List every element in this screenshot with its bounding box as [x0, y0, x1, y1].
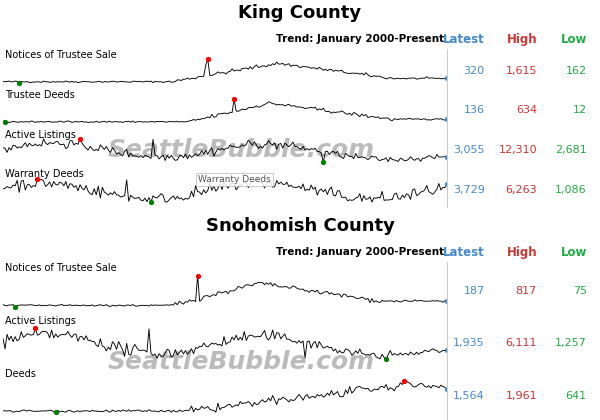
Text: 2,681: 2,681 [555, 145, 587, 155]
Text: Latest: Latest [443, 246, 485, 259]
Text: 1,615: 1,615 [505, 66, 537, 76]
Text: High: High [506, 246, 537, 259]
Text: 1,257: 1,257 [555, 339, 587, 349]
Text: Low: Low [560, 246, 587, 259]
Text: Notices of Trustee Sale: Notices of Trustee Sale [5, 50, 117, 60]
Text: 136: 136 [464, 105, 485, 116]
Text: Notices of Trustee Sale: Notices of Trustee Sale [5, 263, 117, 273]
Text: 817: 817 [516, 286, 537, 296]
Text: Latest: Latest [443, 33, 485, 46]
Text: King County: King County [238, 4, 362, 22]
Text: Active Listings: Active Listings [5, 129, 76, 139]
Text: 187: 187 [464, 286, 485, 296]
Text: 75: 75 [572, 286, 587, 296]
Text: 12,310: 12,310 [499, 145, 537, 155]
Text: Warranty Deeds: Warranty Deeds [199, 175, 271, 184]
Text: Snohomish County: Snohomish County [206, 217, 394, 235]
Text: 1,564: 1,564 [453, 391, 485, 401]
Text: 6,263: 6,263 [505, 185, 537, 195]
Text: 320: 320 [464, 66, 485, 76]
Text: Trend: January 2000-Present: Trend: January 2000-Present [276, 34, 444, 45]
Text: Active Listings: Active Listings [5, 316, 76, 326]
Text: Trend: January 2000-Present: Trend: January 2000-Present [276, 247, 444, 257]
Text: SeattleBubble.com: SeattleBubble.com [108, 138, 375, 162]
Text: 1,935: 1,935 [453, 339, 485, 349]
Text: Trustee Deeds: Trustee Deeds [5, 90, 75, 100]
Text: High: High [506, 33, 537, 46]
Text: 162: 162 [566, 66, 587, 76]
Text: SeattleBubble.com: SeattleBubble.com [108, 350, 375, 374]
Text: 1,961: 1,961 [505, 391, 537, 401]
Text: 3,055: 3,055 [454, 145, 485, 155]
Text: 6,111: 6,111 [505, 339, 537, 349]
Text: Warranty Deeds: Warranty Deeds [5, 169, 84, 179]
Text: Low: Low [560, 33, 587, 46]
Text: 12: 12 [572, 105, 587, 116]
Text: 634: 634 [516, 105, 537, 116]
Text: 641: 641 [566, 391, 587, 401]
Text: Deeds: Deeds [5, 369, 36, 379]
Text: 1,086: 1,086 [555, 185, 587, 195]
Text: 3,729: 3,729 [453, 185, 485, 195]
